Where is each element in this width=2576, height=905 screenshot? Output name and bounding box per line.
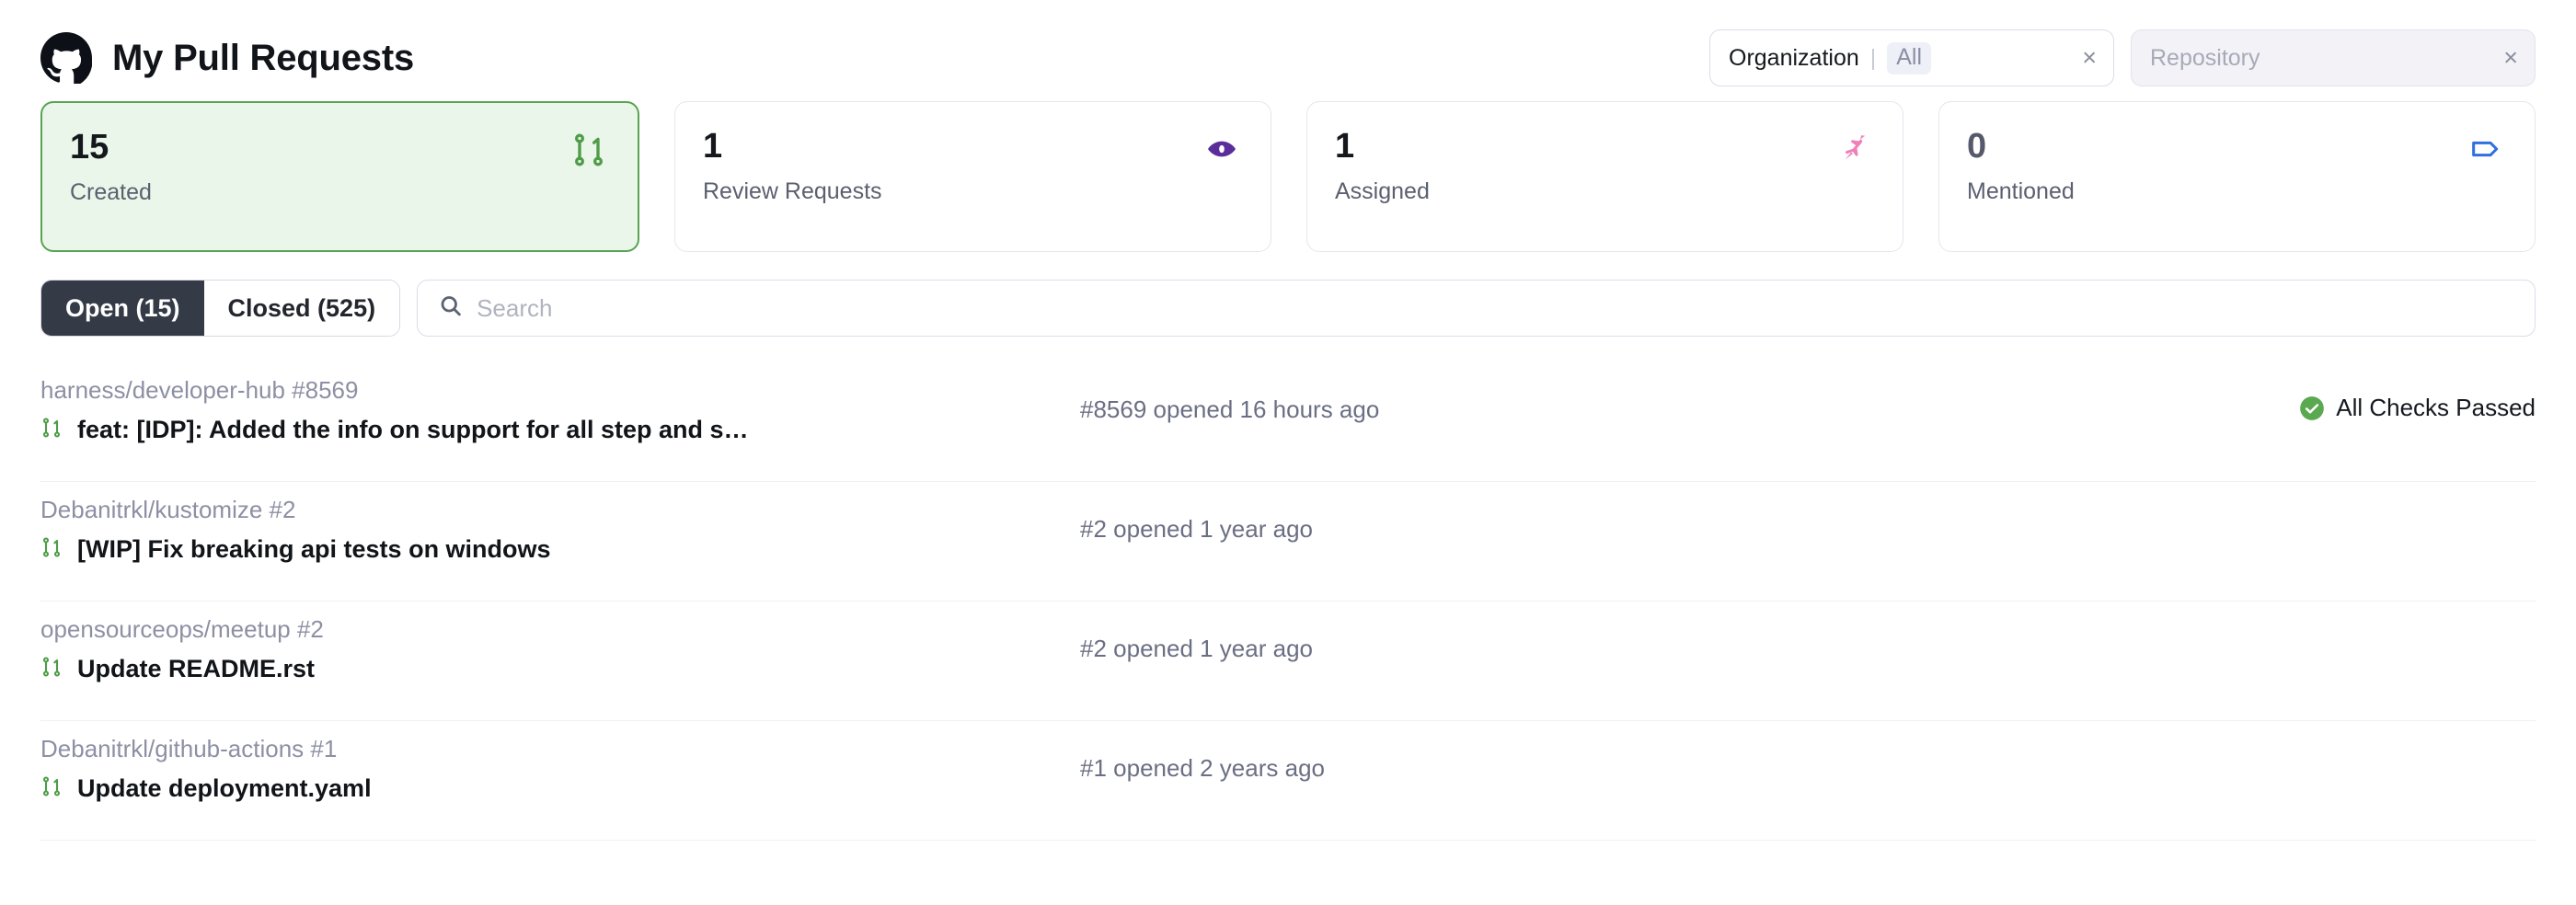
stat-card-assigned-value: 1 <box>1335 127 1355 166</box>
stat-card-review-requests-value: 1 <box>703 127 723 166</box>
organization-clear-icon[interactable]: × <box>2082 43 2097 72</box>
pull-request-repo[interactable]: Debanitrkl/github-actions #1 <box>40 735 338 762</box>
table-row[interactable]: opensourceops/meetup #2 Update README.rs… <box>40 601 2536 721</box>
stat-card-created[interactable]: 15 Created <box>40 101 639 252</box>
pull-request-meta: #2 opened 1 year ago <box>1080 635 1313 662</box>
status-badge: All Checks Passed <box>2299 375 2536 422</box>
pull-request-title-line: feat: [IDP]: Added the info on support f… <box>40 416 1080 444</box>
pull-request-title-line: Update deployment.yaml <box>40 774 1080 803</box>
status-badge-label: All Checks Passed <box>2336 394 2536 421</box>
page-title: My Pull Requests <box>112 37 414 78</box>
search-input[interactable] <box>475 292 2432 324</box>
pull-request-main: opensourceops/meetup #2 Update README.rs… <box>40 614 1080 683</box>
tab-closed[interactable]: Closed (525) <box>203 281 400 336</box>
repository-filter[interactable]: Repository × <box>2131 29 2536 86</box>
table-row[interactable]: Debanitrkl/github-actions #1 Update depl… <box>40 721 2536 841</box>
stat-card-mentioned-value: 0 <box>1967 127 1987 166</box>
state-tabs: Open (15) Closed (525) <box>40 280 401 337</box>
eye-icon <box>1201 128 1243 170</box>
repository-clear-icon[interactable]: × <box>2503 43 2518 72</box>
stat-card-review-requests-label: Review Requests <box>703 178 882 204</box>
pull-request-list: harness/developer-hub #8569 feat: [IDP]:… <box>0 337 2576 841</box>
filter-group: Organization | All × Repository × <box>1709 29 2536 86</box>
stat-card-created-label: Created <box>70 178 152 205</box>
git-pull-request-icon <box>40 417 63 443</box>
pull-request-meta: #8569 opened 16 hours ago <box>1080 395 1380 423</box>
organization-filter-separator: | <box>1869 44 1877 71</box>
pull-request-title-line: [WIP] Fix breaking api tests on windows <box>40 535 1080 564</box>
pull-request-repo[interactable]: harness/developer-hub #8569 <box>40 376 359 404</box>
pull-request-main: harness/developer-hub #8569 feat: [IDP]:… <box>40 375 1080 444</box>
git-pull-request-icon <box>40 536 63 563</box>
stat-card-assigned-label: Assigned <box>1335 178 1430 204</box>
table-row[interactable]: harness/developer-hub #8569 feat: [IDP]:… <box>40 362 2536 482</box>
search-field[interactable] <box>417 280 2536 337</box>
git-pull-request-icon <box>568 129 610 171</box>
stat-card-review-requests[interactable]: 1 Review Requests <box>674 101 1271 252</box>
pull-request-repo[interactable]: Debanitrkl/kustomize #2 <box>40 496 296 523</box>
stat-cards: 15 Created 1 Review Requests <box>0 88 2576 252</box>
stat-card-mentioned[interactable]: 0 Mentioned <box>1938 101 2536 252</box>
check-circle-icon <box>2299 395 2325 421</box>
stat-card-created-value: 15 <box>70 128 109 166</box>
organization-filter-label: Organization <box>1729 44 1859 71</box>
repository-filter-placeholder: Repository <box>2150 44 2260 71</box>
pull-request-title[interactable]: [WIP] Fix breaking api tests on windows <box>77 534 551 563</box>
pushpin-icon <box>1833 128 1875 170</box>
stat-card-assigned[interactable]: 1 Assigned <box>1306 101 1903 252</box>
organization-filter[interactable]: Organization | All × <box>1709 29 2114 86</box>
pull-request-meta: #1 opened 2 years ago <box>1080 754 1325 782</box>
pull-request-title-line: Update README.rst <box>40 655 1080 683</box>
pull-request-title[interactable]: Update deployment.yaml <box>77 773 372 802</box>
pull-request-meta: #2 opened 1 year ago <box>1080 515 1313 543</box>
pull-request-title[interactable]: Update README.rst <box>77 654 316 682</box>
tag-icon <box>2465 128 2507 170</box>
pull-request-main: Debanitrkl/github-actions #1 Update depl… <box>40 734 1080 803</box>
title-group: My Pull Requests <box>40 32 414 84</box>
github-logo-icon <box>40 32 92 84</box>
pull-request-title[interactable]: feat: [IDP]: Added the info on support f… <box>77 415 749 443</box>
search-icon <box>438 293 464 324</box>
table-row[interactable]: Debanitrkl/kustomize #2 [WIP] Fix breaki… <box>40 482 2536 601</box>
list-toolbar: Open (15) Closed (525) <box>0 252 2576 337</box>
stat-card-mentioned-label: Mentioned <box>1967 178 2075 204</box>
git-pull-request-icon <box>40 656 63 682</box>
pull-request-repo[interactable]: opensourceops/meetup #2 <box>40 615 324 643</box>
tab-open[interactable]: Open (15) <box>41 281 204 336</box>
pull-request-main: Debanitrkl/kustomize #2 [WIP] Fix breaki… <box>40 495 1080 564</box>
git-pull-request-icon <box>40 775 63 802</box>
organization-filter-value[interactable]: All <box>1887 41 1932 74</box>
page-header: My Pull Requests Organization | All × Re… <box>0 0 2576 88</box>
